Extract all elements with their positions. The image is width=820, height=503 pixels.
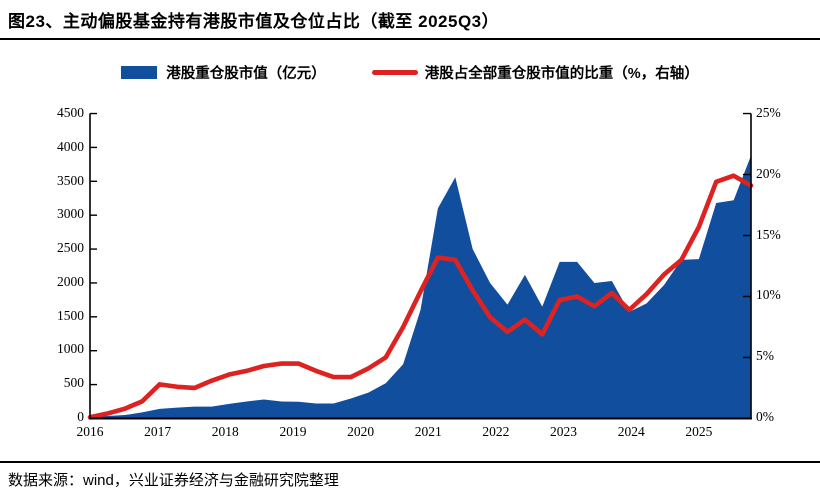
- x-axis-year-label: 2016: [76, 424, 104, 439]
- footer-divider: [0, 461, 820, 463]
- x-axis-year-label: 2025: [685, 424, 713, 439]
- right-axis-tick-label: 10%: [756, 287, 781, 303]
- left-axis-tick-label: 1500: [57, 307, 84, 323]
- hk-ratio-line: [87, 173, 754, 420]
- right-axis-tick-label: 15%: [756, 226, 781, 242]
- axis-ticks: [90, 112, 751, 386]
- right-axis-tick-label: 25%: [756, 105, 781, 120]
- left-axis-tick-label: 500: [63, 375, 84, 391]
- chart-legend: 港股重仓股市值（亿元） 港股占全部重仓股市值的比重（%，右轴）: [0, 61, 820, 83]
- legend-item-market-value: 港股重仓股市值（亿元）: [121, 62, 326, 83]
- right-axis-tick-label: 0%: [756, 409, 774, 424]
- title-divider: [0, 38, 820, 40]
- legend-label-market-value: 港股重仓股市值（亿元）: [166, 65, 326, 82]
- left-axis-tick-label: 4000: [57, 138, 84, 154]
- legend-label-ratio: 港股占全部重仓股市值的比重（%，右轴）: [424, 65, 699, 82]
- x-axis-year-label: 2020: [347, 424, 375, 439]
- left-axis-tick-label: 1000: [57, 341, 84, 357]
- x-axis-year-label: 2018: [211, 424, 239, 439]
- x-axis-year-label: 2017: [144, 424, 172, 439]
- right-axis-tick-label: 5%: [756, 348, 774, 364]
- x-axis-year-label: 2024: [617, 424, 645, 439]
- left-axis-tick-label: 3000: [57, 206, 84, 222]
- x-axis-year-label: 2021: [414, 424, 442, 439]
- x-axis-year-label: 2019: [279, 424, 307, 439]
- x-axis-year-label: 2023: [550, 424, 578, 439]
- red-line-swatch: [371, 69, 418, 75]
- legend-item-ratio: 港股占全部重仓股市值的比重（%，右轴）: [371, 62, 699, 83]
- blue-area-swatch: [121, 65, 158, 79]
- x-axis-year-label: 2022: [482, 424, 510, 439]
- left-axis-tick-label: 2500: [57, 240, 84, 256]
- hk-marketcap-area: [90, 155, 751, 419]
- data-source: 数据来源：wind，兴业证券经济与金融研究院整理: [8, 472, 339, 489]
- right-axis-tick-label: 20%: [756, 165, 781, 181]
- left-axis-tick-label: 4500: [57, 105, 84, 120]
- left-axis-tick-label: 0: [77, 409, 84, 424]
- plot-area: [87, 112, 754, 420]
- left-axis-tick-label: 3500: [57, 172, 84, 188]
- left-axis-tick-label: 2000: [57, 273, 84, 289]
- chart-title: 图23、主动偏股基金持有港股市值及仓位占比（截至 2025Q3）: [8, 12, 500, 31]
